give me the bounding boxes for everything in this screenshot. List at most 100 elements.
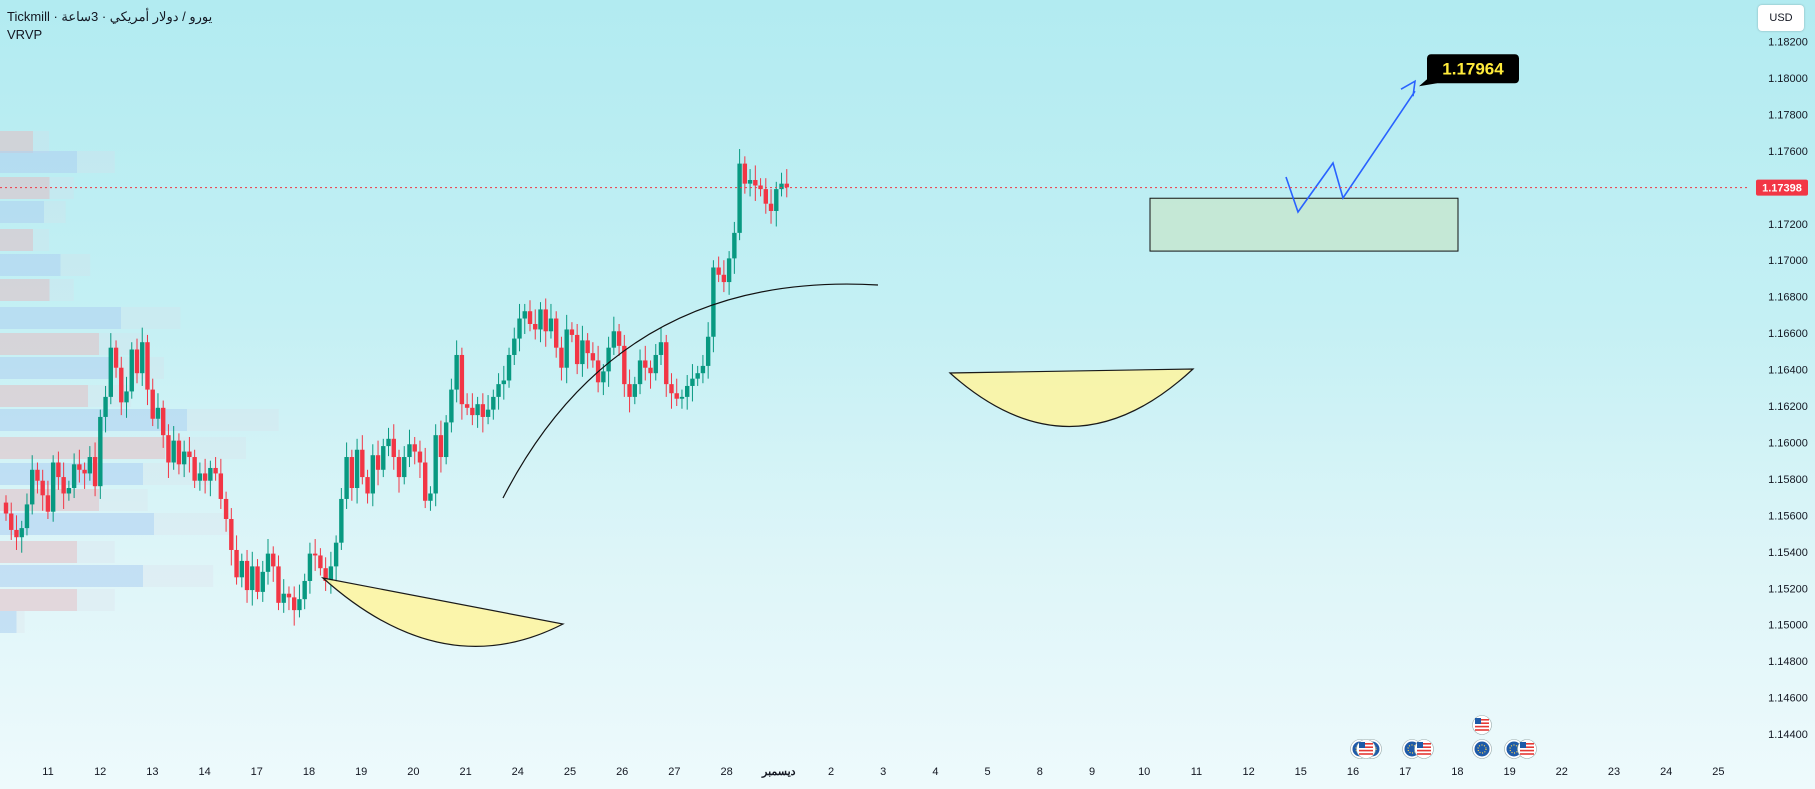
price-tick-label: 1.17800 <box>1768 109 1808 121</box>
candle <box>538 302 543 343</box>
price-tick-label: 1.16800 <box>1768 292 1808 304</box>
candle <box>349 449 355 501</box>
candle <box>365 469 370 504</box>
volume-profile-bar <box>0 333 99 355</box>
candle <box>417 440 423 478</box>
price-axis[interactable]: 1.182001.180001.178001.176001.174001.172… <box>1768 37 1808 742</box>
symbol-title[interactable]: Tickmill · يورو / دولار أمريكي · 3ساعة <box>7 9 213 24</box>
price-tick-label: 1.16600 <box>1768 328 1808 340</box>
candle <box>690 364 695 402</box>
candle <box>506 347 512 388</box>
candle <box>229 508 234 566</box>
time-tick-label: 12 <box>94 766 106 778</box>
price-tick-label: 1.17200 <box>1768 219 1808 231</box>
candle <box>312 539 318 571</box>
volume-profile-bar <box>0 177 50 199</box>
target-price-label[interactable]: 1.17964 <box>1419 54 1519 87</box>
volume-profile-bar <box>0 385 88 407</box>
candle <box>375 440 381 486</box>
candle <box>396 449 402 493</box>
candle <box>632 376 637 405</box>
candle <box>35 462 40 494</box>
volume-profile-bar <box>0 357 110 379</box>
time-tick-label: 23 <box>1608 766 1620 778</box>
candle <box>637 349 643 395</box>
candle <box>648 360 653 389</box>
time-tick-label: 17 <box>1399 766 1411 778</box>
candle <box>732 221 737 274</box>
candle <box>585 333 590 369</box>
time-tick-label: 18 <box>1451 766 1463 778</box>
candle <box>239 553 244 588</box>
target-price-text: 1.17964 <box>1442 60 1504 79</box>
candle <box>564 314 569 384</box>
time-axis[interactable]: 11 12 13 14 17 18 19 20 21 24 25 26 27 28 ديسمبر 2 3 4 5 8 9… <box>42 766 1724 778</box>
volume-profile-bar <box>0 254 91 276</box>
candle <box>370 444 375 507</box>
candle <box>45 480 51 519</box>
candle <box>705 322 711 379</box>
candle <box>454 340 459 403</box>
last-price-label: 1.17398 <box>1756 179 1808 196</box>
candle <box>616 323 622 356</box>
candle <box>119 356 124 416</box>
candle <box>9 502 14 540</box>
volume-profile-bar <box>0 513 230 535</box>
candle <box>747 169 753 197</box>
economic-event-icon[interactable] <box>1414 739 1434 759</box>
currency-button[interactable]: USD <box>1758 5 1804 31</box>
cup-shape <box>948 368 1195 428</box>
time-tick-label: 26 <box>616 766 628 778</box>
time-tick-label: 12 <box>1242 766 1254 778</box>
candle <box>611 316 617 355</box>
volume-profile-bar <box>0 385 132 407</box>
price-tick-label: 1.17600 <box>1768 146 1808 158</box>
economic-event-icon[interactable] <box>1356 739 1376 759</box>
price-tick-label: 1.16400 <box>1768 365 1808 377</box>
candle <box>307 542 313 594</box>
candle <box>30 455 35 515</box>
candle <box>223 491 229 532</box>
time-tick-label: 5 <box>985 766 991 778</box>
candle <box>716 256 721 283</box>
candle <box>56 451 61 490</box>
volume-profile-bar <box>0 513 154 535</box>
candle <box>721 260 727 293</box>
candle <box>737 149 742 241</box>
candle <box>480 393 486 433</box>
time-tick-label: 10 <box>1138 766 1150 778</box>
time-tick-label: 15 <box>1295 766 1307 778</box>
volume-profile-bar <box>0 611 25 633</box>
candle <box>161 400 166 448</box>
candle <box>260 560 265 602</box>
candle <box>181 440 187 478</box>
candle <box>255 559 260 600</box>
volume-profile-bar <box>0 611 17 633</box>
volume-profile-bar <box>0 409 187 431</box>
time-tick-label: 24 <box>1660 766 1672 778</box>
economic-event-icon[interactable] <box>1517 739 1537 759</box>
candle <box>443 415 449 465</box>
candle <box>658 327 664 365</box>
time-tick-label: 22 <box>1556 766 1568 778</box>
candle <box>323 557 328 591</box>
indicator-label[interactable]: VRVP <box>7 27 43 42</box>
price-tick-label: 1.15800 <box>1768 474 1808 486</box>
economic-event-icon[interactable] <box>1472 739 1492 759</box>
economic-event-icon[interactable] <box>1472 715 1492 735</box>
candle <box>412 436 417 465</box>
candle <box>438 420 444 473</box>
price-tick-label: 1.14800 <box>1768 656 1808 668</box>
candle <box>208 460 213 497</box>
volume-profile-bar <box>0 333 148 355</box>
candle <box>129 342 134 399</box>
candle <box>40 469 45 511</box>
candle <box>742 156 748 194</box>
candle <box>166 424 171 478</box>
candle <box>428 486 433 511</box>
volume-profile-bar <box>0 201 66 223</box>
candle <box>328 551 334 594</box>
price-tick-label: 1.15600 <box>1768 510 1808 522</box>
candle <box>643 345 648 381</box>
